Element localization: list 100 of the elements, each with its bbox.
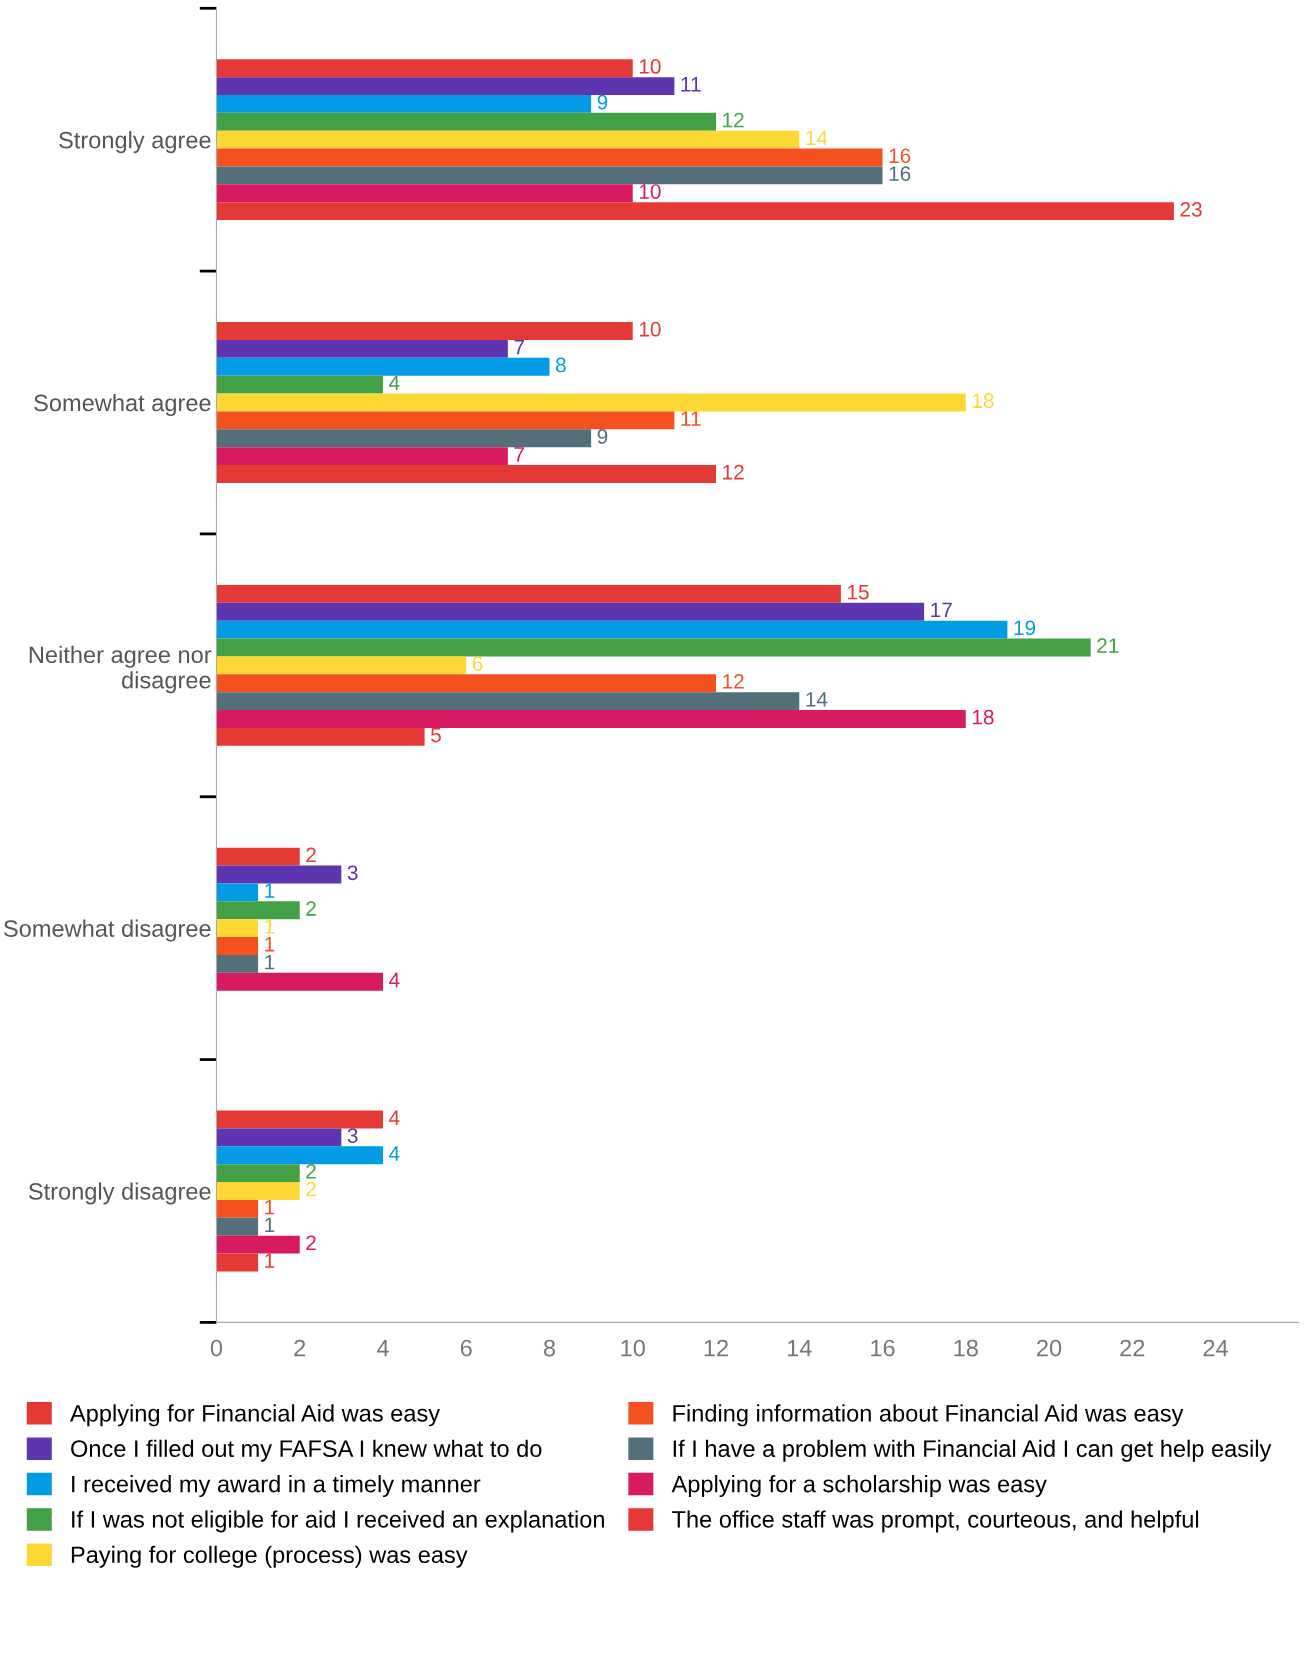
x-tick-label: 18 [954, 1339, 978, 1357]
data-label: 8 [555, 357, 566, 373]
bar [216, 865, 342, 884]
bar [216, 59, 633, 78]
x-tick-label: 4 [376, 1339, 389, 1357]
data-label: 14 [806, 130, 828, 146]
bar [216, 130, 800, 149]
bar [216, 1128, 342, 1147]
data-label: 21 [1097, 638, 1119, 653]
bar [216, 166, 883, 185]
legend-label: Finding information about Financial Aid was easy [673, 1404, 1184, 1427]
data-label: 10 [639, 59, 661, 74]
y-tick-label: Neither agree nor disagree [29, 645, 212, 694]
legend-label: Paying for college (process) was easy [71, 1545, 468, 1568]
legend-label: Applying for Financial Aid was easy [70, 1404, 441, 1427]
bar [216, 339, 508, 358]
x-tick-label: 14 [787, 1339, 812, 1357]
bar [216, 620, 1008, 639]
data-label: 23 [1180, 202, 1202, 217]
data-label: 16 [889, 148, 911, 164]
data-label: 17 [931, 602, 952, 618]
bar [216, 919, 259, 938]
data-label: 1 [265, 937, 275, 952]
data-label: 1 [265, 1253, 275, 1268]
bar [216, 674, 716, 693]
data-label: 2 [306, 901, 316, 916]
data-label: 16 [889, 166, 911, 182]
data-label: 12 [723, 464, 744, 480]
bar [216, 656, 467, 675]
bar [216, 1253, 259, 1272]
y-tick-label: Strongly disagree [28, 1182, 211, 1205]
legend-label: If I was not eligible for aid I received an explanation [72, 1510, 604, 1533]
bar [216, 937, 259, 955]
bar [216, 1182, 300, 1200]
legend-label: If I have a problem with Financial Aid I can get help easily [673, 1439, 1272, 1462]
bar [216, 429, 592, 448]
bar [216, 1164, 300, 1183]
x-tick-label: 20 [1037, 1339, 1062, 1357]
data-label: 2 [306, 847, 316, 863]
bar [216, 972, 383, 991]
data-label: 2 [306, 1163, 316, 1179]
bar [216, 1199, 259, 1218]
data-label: 11 [681, 411, 701, 426]
bar [216, 638, 1091, 657]
data-label: 9 [597, 429, 608, 444]
bar [216, 901, 300, 920]
data-label: 4 [389, 1146, 400, 1161]
x-tick-label: 6 [460, 1339, 472, 1357]
bar [216, 411, 675, 430]
bar [216, 77, 675, 95]
data-label: 3 [347, 1128, 358, 1143]
y-tick-label: Somewhat agree [34, 393, 211, 416]
x-tick-label: 24 [1203, 1339, 1228, 1357]
data-label: 7 [514, 339, 524, 355]
bar [216, 95, 592, 113]
data-label: 1 [265, 1217, 275, 1233]
data-label: 19 [1014, 620, 1036, 636]
data-label: 12 [723, 112, 744, 128]
data-label: 4 [389, 972, 400, 988]
bar [216, 692, 800, 711]
data-label: 14 [806, 692, 828, 707]
bar [216, 584, 841, 603]
x-tick-label: 0 [210, 1339, 223, 1357]
data-label: 6 [472, 656, 483, 671]
data-label: 15 [848, 584, 869, 600]
x-tick-label: 2 [294, 1339, 306, 1357]
data-label: 9 [597, 94, 608, 110]
data-label: 10 [639, 184, 661, 199]
data-label: 3 [347, 865, 358, 881]
y-tick-label: Somewhat disagree [4, 919, 211, 942]
data-label: 18 [972, 709, 994, 725]
bar [216, 202, 1174, 221]
data-label: 2 [306, 1235, 316, 1250]
y-tick-label: Strongly agree [59, 131, 211, 154]
bar [216, 357, 550, 376]
data-label: 7 [514, 447, 524, 462]
bar [216, 1110, 383, 1129]
legend-label: The office staff was prompt, courteous, and helpful [672, 1510, 1199, 1533]
bar [216, 954, 259, 973]
data-label: 11 [681, 77, 701, 92]
bar [216, 847, 300, 866]
bar [216, 602, 925, 621]
legend-label: Once I filled out my FAFSA I knew what to do [71, 1439, 542, 1462]
data-label: 1 [265, 919, 275, 934]
bar [216, 465, 716, 483]
legend-label: Applying for a scholarship was easy [671, 1475, 1047, 1498]
x-tick-label: 10 [621, 1339, 645, 1357]
bar [216, 1235, 300, 1254]
x-tick-label: 8 [543, 1339, 556, 1357]
bar [216, 1146, 383, 1165]
bar [216, 375, 383, 394]
data-label: 1 [265, 954, 275, 970]
bar [216, 112, 716, 131]
data-label: 4 [389, 375, 400, 391]
bar [216, 727, 425, 746]
bar [216, 393, 966, 412]
bar [216, 322, 633, 340]
bar [216, 1217, 259, 1236]
data-label: 1 [265, 1199, 275, 1215]
data-label: 1 [265, 883, 275, 898]
